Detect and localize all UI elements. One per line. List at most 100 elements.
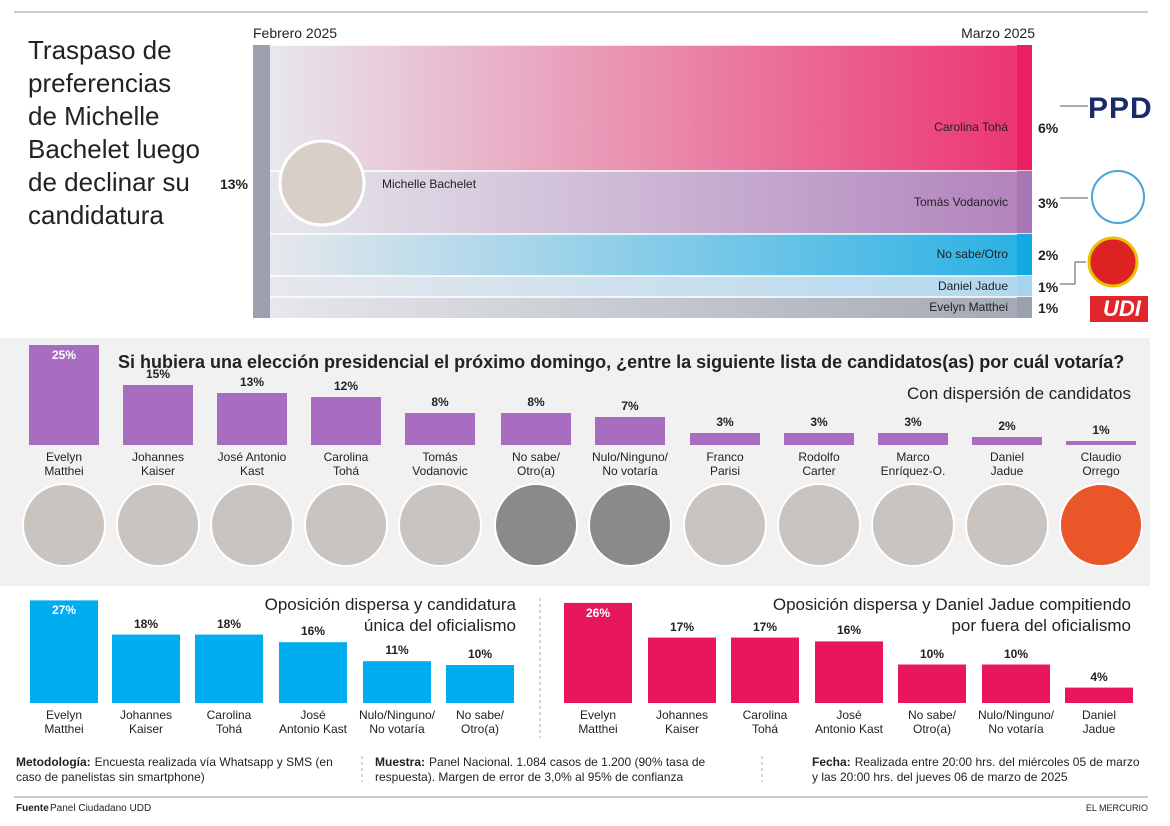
note: Metodología: Encuesta realizada vía Whats…: [16, 755, 356, 785]
bar: [405, 413, 475, 445]
note-label: Muestra:: [375, 755, 426, 769]
value-label: 13%: [239, 375, 265, 389]
value-label: 25%: [51, 348, 77, 362]
category-label: Nulo/Ninguno/ No votaría: [977, 708, 1055, 736]
category-label: Nulo/Ninguno/ No votaría: [358, 708, 436, 736]
target-label: Carolina Tohá: [934, 120, 1008, 134]
bar: [446, 665, 514, 703]
photo: [398, 483, 482, 567]
value-label: 15%: [145, 367, 171, 381]
flow: [270, 45, 1017, 171]
brand: EL MERCURIO: [1085, 803, 1148, 813]
logo: [1090, 296, 1148, 322]
bar: [1065, 687, 1133, 703]
category-label: Carolina Tohá: [323, 450, 369, 478]
category-label: Evelyn Matthei: [44, 450, 84, 478]
value-label: 27%: [51, 603, 77, 618]
chart-subtitle: Oposición dispersa y candidatura única d…: [264, 595, 516, 635]
category-label: Johannes Kaiser: [119, 708, 173, 736]
category-label: No sabe/ Otro(a): [907, 708, 957, 736]
target-label: Evelyn Matthei: [929, 299, 1008, 314]
category-label: Claudio Orrego: [1080, 450, 1122, 478]
category-label: Carolina Tohá: [206, 708, 252, 736]
value-label: 4%: [1090, 669, 1108, 684]
value-label: 10%: [919, 646, 945, 661]
value-label: 8%: [431, 395, 449, 409]
value-label: 17%: [752, 619, 778, 634]
value-label: 10%: [467, 647, 493, 661]
bar: [217, 393, 287, 445]
category-label: Daniel Jadue: [1081, 708, 1117, 736]
chart-title: Si hubiera una elección presidencial el …: [118, 352, 1125, 372]
target-bar: [1017, 171, 1032, 234]
category-label: Johannes Kaiser: [131, 450, 185, 478]
note: Fecha: Realizada entre 20:00 hrs. del mié…: [812, 755, 1142, 785]
target-label: No sabe/Otro: [936, 247, 1008, 261]
category-label: Johannes Kaiser: [655, 708, 709, 736]
connector: [1060, 261, 1086, 285]
value-label: 1%: [1092, 423, 1110, 437]
value-label: 10%: [1003, 646, 1029, 661]
value-label: 2%: [1038, 247, 1059, 263]
target-bar: [1017, 234, 1032, 276]
bar: [564, 602, 632, 703]
bar: [363, 661, 431, 703]
category-label: José Antonio Kast: [217, 450, 287, 478]
category-label: No sabe/ Otro(a): [455, 708, 505, 736]
target-label: Tomás Vodanovic: [913, 194, 1008, 209]
note-text: Panel Nacional. 1.084 casos de 1.200 (90…: [375, 755, 706, 784]
value-label: 7%: [621, 399, 639, 413]
note-label: Metodología:: [16, 755, 91, 769]
value-label: 17%: [669, 619, 695, 634]
bar: [648, 637, 716, 703]
category-label: Franco Parisi: [706, 450, 744, 478]
value-label: 16%: [300, 624, 326, 639]
source-label: Michelle Bachelet: [382, 177, 477, 191]
category-label: Daniel Jadue: [989, 450, 1025, 478]
bar: [731, 637, 799, 703]
source-label: Fuente: [16, 803, 49, 814]
note: Muestra: Panel Nacional. 1.084 casos de 1…: [375, 755, 750, 785]
bar: [1066, 441, 1136, 445]
target-bar: [1017, 45, 1032, 171]
photo: [304, 483, 388, 567]
photo: [1059, 483, 1143, 567]
title: Traspaso de preferencias de Michelle Bac…: [28, 35, 201, 230]
source-bar: [253, 45, 270, 318]
value-label: 3%: [810, 415, 828, 429]
photo: [210, 483, 294, 567]
chart-subtitle: Con dispersión de candidatos: [907, 384, 1131, 403]
bar: [123, 385, 193, 445]
flow: [270, 276, 1017, 297]
category-label: Evelyn Matthei: [44, 708, 84, 736]
category-label: Rodolfo Carter: [798, 450, 840, 478]
value-label: 3%: [904, 415, 922, 429]
value-label: 1%: [1038, 299, 1059, 316]
flow: [270, 234, 1017, 276]
flow: [270, 297, 1017, 318]
note-label: Fecha:: [812, 755, 851, 769]
photo: [278, 139, 366, 227]
bar: [972, 437, 1042, 445]
chart-subtitle: Oposición dispersa y Daniel Jadue compit…: [772, 595, 1131, 635]
bar: [784, 433, 854, 445]
bar: [815, 641, 883, 703]
logo: UDI: [1103, 296, 1141, 321]
value-label: 11%: [385, 643, 409, 658]
bar: [595, 417, 665, 445]
photo: [777, 483, 861, 567]
value-label: 16%: [836, 623, 862, 638]
axis-label: Febrero 2025: [253, 25, 338, 41]
value-label: 12%: [333, 379, 359, 393]
value-label: 1%: [1038, 278, 1059, 295]
target-bar: [1017, 297, 1032, 318]
photo: [965, 483, 1049, 567]
bar: [195, 634, 263, 703]
flow: [270, 171, 1017, 234]
value-label: 3%: [716, 415, 734, 429]
bar: [30, 600, 98, 703]
photo: [588, 483, 672, 567]
value-label: 8%: [527, 395, 545, 409]
value-label: 6%: [1038, 120, 1059, 136]
